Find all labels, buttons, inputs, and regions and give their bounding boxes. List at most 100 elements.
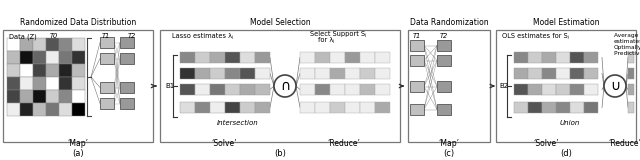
Text: for λⱼ: for λⱼ bbox=[318, 37, 334, 43]
Text: Model Selection: Model Selection bbox=[250, 18, 310, 27]
Bar bbox=[360, 68, 375, 79]
Text: ‘Map’: ‘Map’ bbox=[438, 139, 460, 148]
Bar bbox=[46, 77, 59, 90]
Bar bbox=[542, 84, 556, 95]
Text: T1: T1 bbox=[413, 33, 421, 39]
Bar bbox=[33, 90, 46, 103]
Bar bbox=[7, 51, 20, 64]
Bar bbox=[375, 68, 390, 79]
Bar bbox=[59, 90, 72, 103]
Text: T2: T2 bbox=[440, 33, 448, 39]
Text: Lasso estimates λⱼ: Lasso estimates λⱼ bbox=[172, 33, 233, 39]
Text: Optimally: Optimally bbox=[614, 45, 640, 50]
Bar bbox=[410, 40, 424, 51]
Bar bbox=[72, 51, 85, 64]
Bar bbox=[33, 77, 46, 90]
Bar bbox=[628, 84, 634, 95]
Bar bbox=[300, 68, 315, 79]
Bar bbox=[195, 102, 210, 113]
Bar bbox=[59, 38, 72, 51]
Bar bbox=[584, 52, 598, 63]
Bar bbox=[437, 40, 451, 51]
Text: B1: B1 bbox=[165, 83, 174, 89]
Bar bbox=[408, 30, 490, 142]
Bar bbox=[345, 84, 360, 95]
Bar bbox=[72, 64, 85, 77]
Bar bbox=[72, 77, 85, 90]
Bar bbox=[345, 52, 360, 63]
Bar bbox=[120, 53, 134, 64]
Bar bbox=[542, 68, 556, 79]
Bar bbox=[410, 55, 424, 66]
Text: Data (Z): Data (Z) bbox=[9, 33, 36, 40]
Bar bbox=[345, 102, 360, 113]
Bar bbox=[180, 52, 195, 63]
Bar bbox=[542, 102, 556, 113]
Bar bbox=[20, 51, 33, 64]
Bar bbox=[375, 84, 390, 95]
Bar bbox=[330, 68, 345, 79]
Bar bbox=[360, 52, 375, 63]
Bar bbox=[72, 38, 85, 51]
Bar bbox=[59, 77, 72, 90]
Text: ∩: ∩ bbox=[280, 79, 290, 93]
Text: Data Randomization: Data Randomization bbox=[410, 18, 488, 27]
Bar bbox=[556, 52, 570, 63]
Text: Average optimal: Average optimal bbox=[614, 33, 640, 38]
Bar bbox=[570, 84, 584, 95]
Bar bbox=[46, 51, 59, 64]
Bar bbox=[100, 53, 114, 64]
Bar bbox=[72, 103, 85, 116]
Bar bbox=[195, 68, 210, 79]
Text: ‘Reduce’: ‘Reduce’ bbox=[328, 139, 360, 148]
Text: ‘Solve’: ‘Solve’ bbox=[211, 139, 237, 148]
Bar bbox=[514, 102, 528, 113]
Bar bbox=[315, 84, 330, 95]
Bar bbox=[33, 51, 46, 64]
Bar bbox=[437, 81, 451, 92]
Bar bbox=[46, 64, 59, 77]
Bar bbox=[584, 84, 598, 95]
Bar bbox=[556, 68, 570, 79]
Text: (b): (b) bbox=[274, 149, 286, 158]
Bar bbox=[628, 68, 634, 79]
Bar bbox=[255, 68, 270, 79]
Bar bbox=[3, 30, 153, 142]
Bar bbox=[210, 68, 225, 79]
Bar bbox=[7, 77, 20, 90]
Text: Randomized Data Distribution: Randomized Data Distribution bbox=[20, 18, 136, 27]
Bar bbox=[120, 82, 134, 93]
Text: ‘Map’: ‘Map’ bbox=[67, 139, 88, 148]
Bar bbox=[528, 52, 542, 63]
Circle shape bbox=[274, 75, 296, 97]
Bar bbox=[375, 102, 390, 113]
Bar bbox=[410, 81, 424, 92]
Text: B2: B2 bbox=[499, 83, 508, 89]
Bar bbox=[195, 84, 210, 95]
Bar bbox=[210, 102, 225, 113]
Bar bbox=[514, 68, 528, 79]
Bar bbox=[360, 84, 375, 95]
Bar bbox=[255, 52, 270, 63]
Bar bbox=[46, 90, 59, 103]
Bar bbox=[556, 102, 570, 113]
Bar bbox=[33, 103, 46, 116]
Bar bbox=[20, 38, 33, 51]
Bar bbox=[360, 102, 375, 113]
Bar bbox=[528, 84, 542, 95]
Bar bbox=[628, 52, 634, 63]
Bar bbox=[225, 102, 240, 113]
Bar bbox=[584, 68, 598, 79]
Text: OLS estimates for Sⱼ: OLS estimates for Sⱼ bbox=[502, 33, 569, 39]
Bar bbox=[255, 102, 270, 113]
Text: (a): (a) bbox=[72, 149, 84, 158]
Bar bbox=[100, 98, 114, 109]
Bar bbox=[240, 52, 255, 63]
Bar bbox=[514, 52, 528, 63]
Bar bbox=[570, 68, 584, 79]
Bar bbox=[315, 52, 330, 63]
Bar bbox=[240, 84, 255, 95]
Bar bbox=[7, 38, 20, 51]
Bar bbox=[528, 102, 542, 113]
Bar bbox=[345, 68, 360, 79]
